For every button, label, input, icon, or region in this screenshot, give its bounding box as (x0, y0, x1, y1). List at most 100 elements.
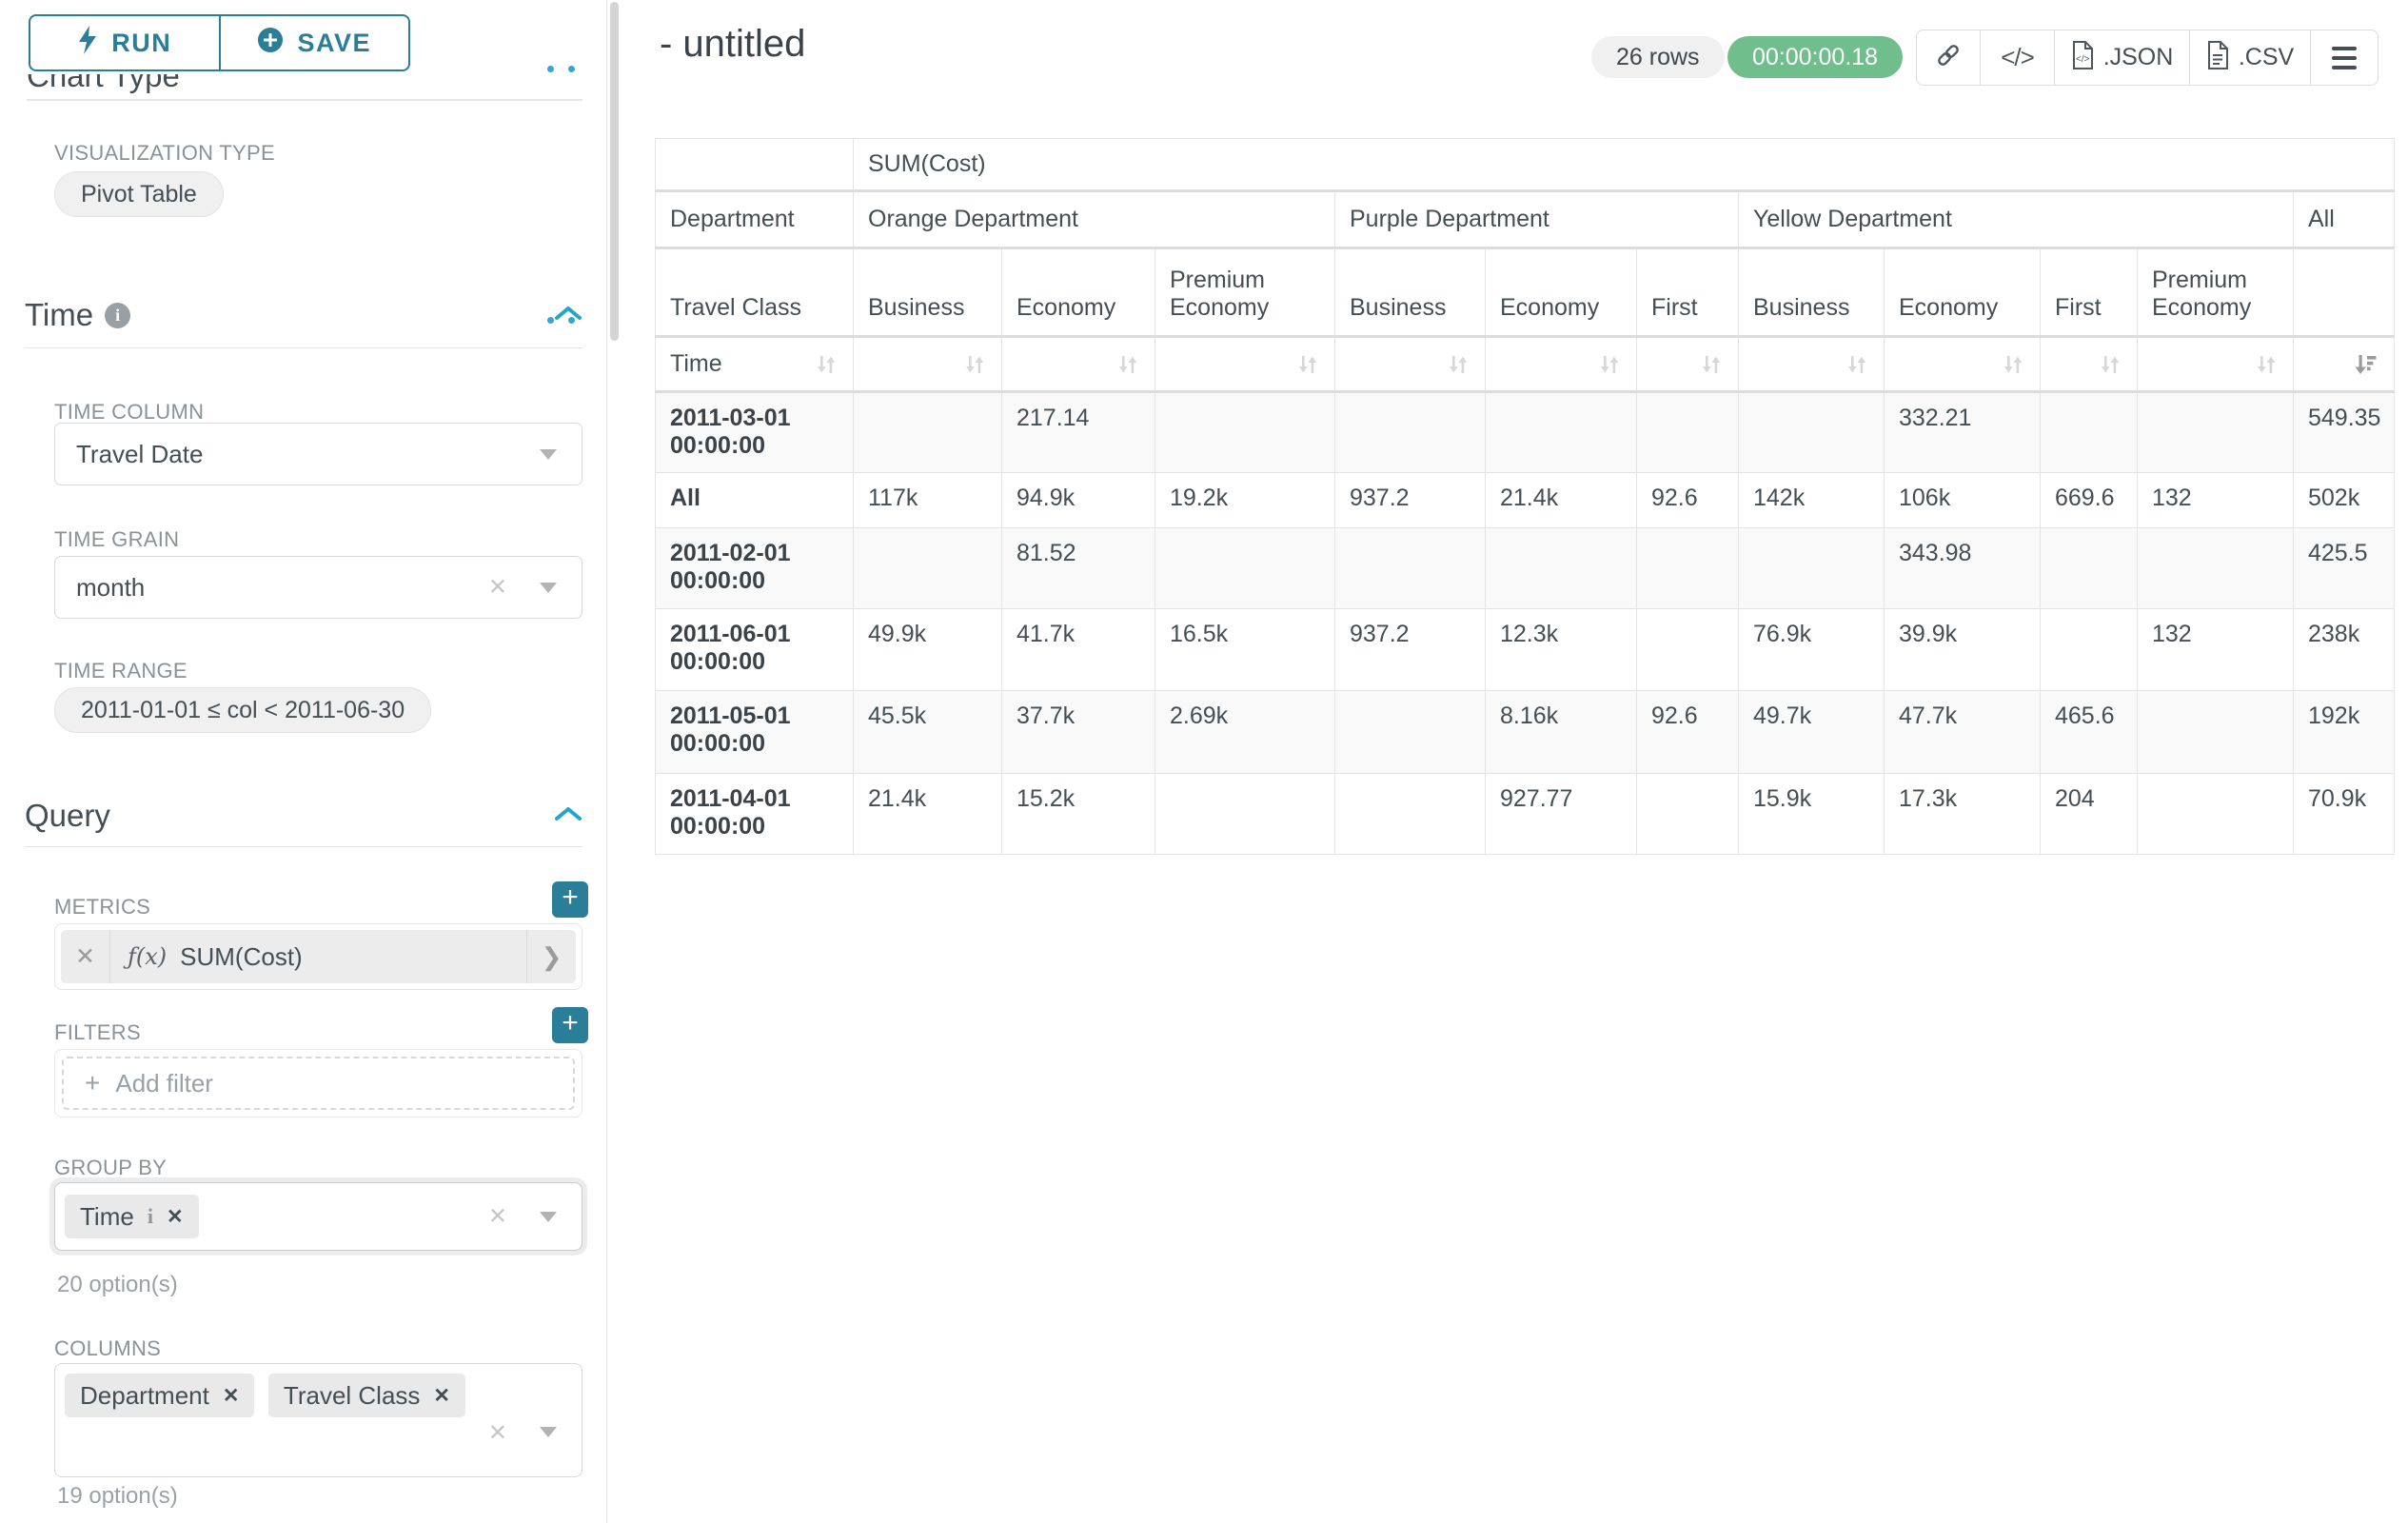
pivot-sort-col-header[interactable] (853, 336, 1002, 393)
pivot-sort-col-header[interactable] (1334, 336, 1486, 393)
pivot-sort-col-header[interactable] (1485, 336, 1637, 393)
time-column-select[interactable]: Travel Date (54, 423, 582, 485)
pivot-group-header: Purple Department (1334, 190, 1739, 249)
caret-down-icon[interactable] (540, 1427, 557, 1437)
sort-icon[interactable] (1845, 350, 1869, 377)
sort-icon[interactable] (1446, 350, 1470, 377)
function-icon: ƒ(x) (128, 943, 168, 970)
time-range-pill[interactable]: 2011-01-01 ≤ col < 2011-06-30 (54, 687, 432, 733)
group-by-pill-time[interactable]: Time i ✕ (65, 1195, 199, 1238)
sort-icon[interactable] (2098, 350, 2122, 377)
remove-pill-icon[interactable]: ✕ (433, 1384, 451, 1407)
menu-icon (2332, 46, 2357, 69)
add-filter-plus-button[interactable]: + (552, 1007, 588, 1043)
divider (27, 99, 582, 101)
sidebar-scrollbar-thumb[interactable] (610, 2, 619, 341)
group-by-label: GROUP BY (54, 1156, 168, 1179)
pivot-sort-time-header[interactable]: Time (655, 336, 854, 393)
pivot-sort-col-header[interactable] (2040, 336, 2138, 393)
time-column-label: TIME COLUMN (54, 400, 205, 424)
pivot-cell: 94.9k (1001, 472, 1155, 528)
visualization-type-pill[interactable]: Pivot Table (54, 171, 224, 217)
pivot-sort-col-header[interactable] (1884, 336, 2041, 393)
time-range-label: TIME RANGE (54, 659, 188, 682)
sort-icon[interactable] (1597, 350, 1622, 377)
panel-resize-handle[interactable] (547, 66, 575, 72)
caret-down-icon[interactable] (540, 449, 557, 460)
query-section-header: Query (25, 798, 582, 834)
pivot-cell (1738, 391, 1885, 473)
time-section-header: Time i (25, 297, 582, 333)
info-icon: i (147, 1204, 153, 1228)
pivot-sort-col-header[interactable] (1636, 336, 1739, 393)
export-json-button[interactable]: </> .JSON (2054, 30, 2189, 85)
remove-pill-icon[interactable]: ✕ (222, 1384, 240, 1407)
clear-icon[interactable]: ✕ (487, 574, 507, 601)
clear-icon[interactable]: ✕ (487, 1203, 507, 1230)
pivot-cell: 21.4k (1485, 472, 1637, 528)
sort-icon[interactable] (1115, 350, 1140, 377)
add-metric-button[interactable]: + (552, 881, 588, 918)
pivot-cell (1485, 391, 1637, 473)
columns-select[interactable]: Department ✕ Travel Class ✕ ✕ (54, 1363, 582, 1477)
remove-pill-icon[interactable]: ✕ (166, 1205, 184, 1228)
run-button[interactable]: RUN (30, 16, 219, 69)
pivot-cell: 132 (2137, 472, 2294, 528)
columns-pill-department[interactable]: Department ✕ (65, 1374, 255, 1417)
pivot-sort-col-header[interactable] (1155, 336, 1335, 393)
clear-icon[interactable]: ✕ (487, 1420, 507, 1446)
copy-link-button[interactable] (1917, 30, 1980, 85)
pivot-cell: 41.7k (1001, 608, 1155, 691)
sort-icon[interactable] (1699, 350, 1724, 377)
pivot-col-header: Economy (1001, 247, 1155, 338)
chevron-right-icon[interactable]: ❯ (526, 930, 576, 983)
pill-label: Department (80, 1380, 209, 1410)
chevron-up-icon[interactable] (554, 805, 582, 827)
plus-icon: + (85, 1068, 101, 1098)
metric-name: SUM(Cost) (180, 941, 303, 971)
more-options-button[interactable] (2310, 30, 2378, 85)
sort-icon[interactable] (1295, 350, 1320, 377)
pivot-cell: 937.2 (1334, 608, 1486, 691)
pivot-cell: 45.5k (853, 690, 1002, 774)
divider (25, 846, 582, 847)
chart-title[interactable]: - untitled (660, 23, 806, 65)
pivot-cell: 132 (2137, 608, 2294, 691)
pivot-cell: 465.6 (2040, 690, 2138, 774)
sort-icon[interactable] (2001, 350, 2025, 377)
chevron-up-icon[interactable] (554, 305, 582, 326)
pivot-cell: 16.5k (1155, 608, 1335, 691)
pivot-col-header: Economy (1485, 247, 1637, 338)
pivot-sort-col-header[interactable] (1001, 336, 1155, 393)
pivot-cell (853, 527, 1002, 609)
pivot-sort-col-header[interactable] (1738, 336, 1885, 393)
query-timer-badge: 00:00:00.18 (1727, 36, 1904, 78)
group-by-select[interactable]: Time i ✕ ✕ (54, 1182, 582, 1251)
sort-icon[interactable] (2254, 350, 2279, 377)
pivot-cell: 238k (2292, 608, 2396, 691)
pivot-cell: 2.69k (1155, 690, 1335, 774)
panel-resize-handle-2[interactable] (547, 317, 575, 324)
metric-pill[interactable]: ✕ ƒ(x) SUM(Cost) ❯ (61, 930, 576, 983)
view-query-button[interactable]: </> (1980, 30, 2054, 85)
pivot-sort-col-header[interactable] (2137, 336, 2294, 393)
pivot-col-header: Business (853, 247, 1002, 338)
export-csv-button[interactable]: .CSV (2189, 30, 2310, 85)
sort-icon[interactable] (814, 350, 839, 378)
info-icon: i (105, 302, 131, 328)
pivot-sort-col-header[interactable] (2292, 336, 2396, 393)
sort-desc-icon[interactable] (2353, 350, 2379, 377)
row-count-badge: 26 rows (1591, 36, 1725, 78)
caret-down-icon[interactable] (540, 1212, 557, 1222)
export-json-label: .JSON (2102, 44, 2174, 70)
save-button[interactable]: SAVE (218, 16, 409, 69)
add-filter-button[interactable]: + Add filter (62, 1057, 575, 1110)
columns-pill-travel-class[interactable]: Travel Class ✕ (267, 1374, 466, 1417)
chart-actions-toolbar: </> </> .JSON .CSV (1916, 30, 2378, 86)
caret-down-icon[interactable] (540, 583, 557, 593)
pivot-cell: 343.98 (1884, 527, 2041, 609)
time-grain-select[interactable]: month ✕ (54, 556, 582, 619)
sort-icon[interactable] (962, 350, 987, 377)
remove-metric-icon[interactable]: ✕ (61, 930, 110, 983)
bolt-icon (77, 25, 98, 61)
